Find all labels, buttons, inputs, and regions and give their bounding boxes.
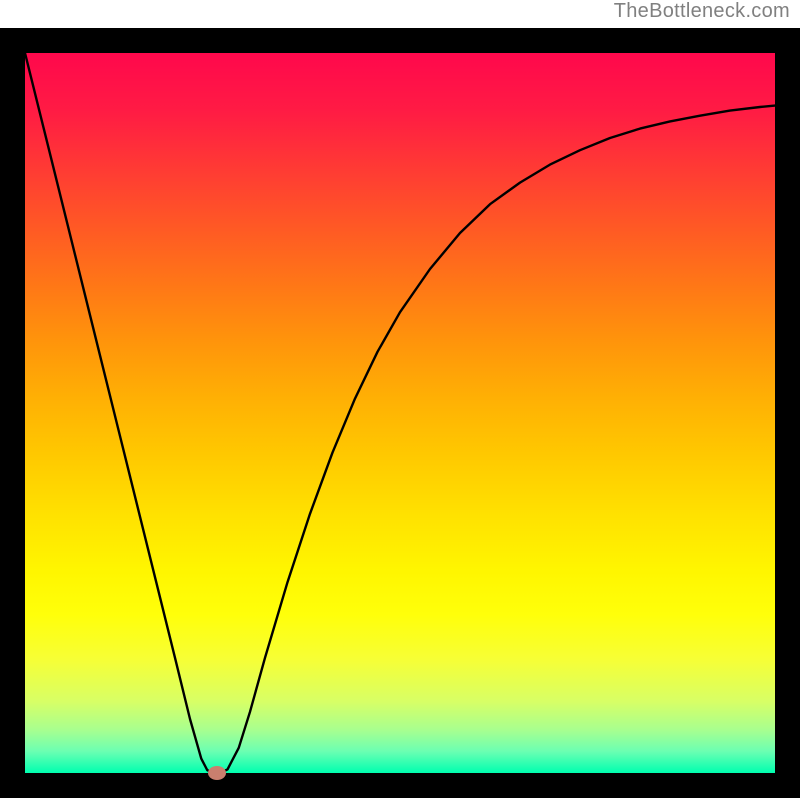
attribution-text: TheBottleneck.com	[614, 0, 790, 23]
chart-container: TheBottleneck.com	[0, 0, 800, 800]
bottleneck-chart	[0, 28, 800, 798]
optimum-marker	[208, 766, 226, 780]
chart-background-gradient	[25, 53, 775, 773]
